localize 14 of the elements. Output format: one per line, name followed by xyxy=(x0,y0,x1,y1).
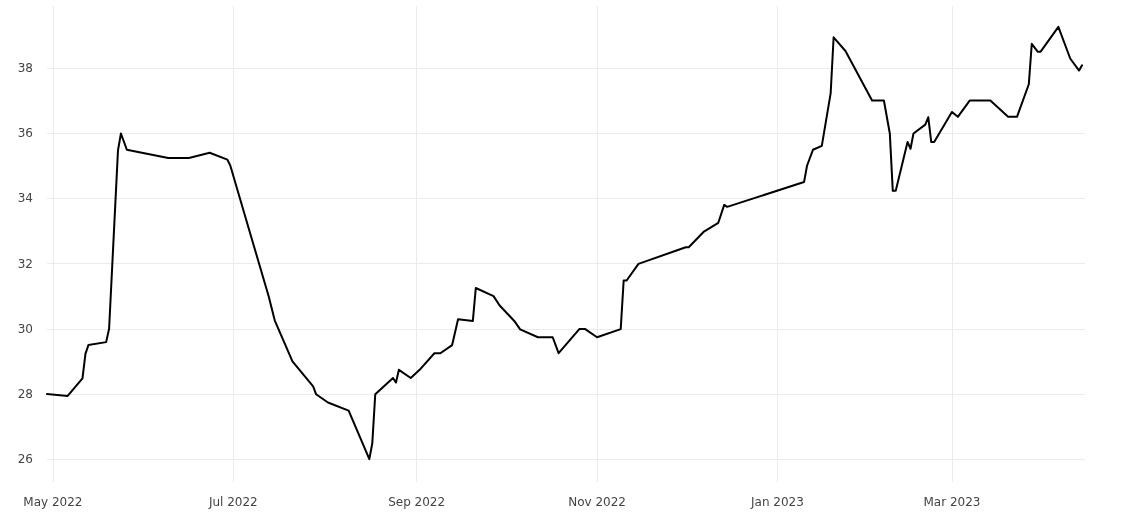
x-tick-label: Jul 2022 xyxy=(207,495,258,509)
y-tick-label: 30 xyxy=(17,321,33,336)
x-tick-label: Sep 2022 xyxy=(388,495,446,509)
x-tick-label: Mar 2023 xyxy=(923,495,981,509)
x-tick-label: Jan 2023 xyxy=(750,495,804,509)
line-series xyxy=(46,25,1084,461)
y-tick-label: 28 xyxy=(17,386,33,401)
y-tick-label: 36 xyxy=(17,126,33,141)
x-tick-label: May 2022 xyxy=(23,495,83,509)
y-tick-label: 38 xyxy=(17,60,33,75)
y-tick-label: 32 xyxy=(17,256,33,271)
x-tick-label: Nov 2022 xyxy=(568,495,626,509)
y-tick-label: 26 xyxy=(17,452,33,467)
y-tick-label: 34 xyxy=(17,191,33,206)
